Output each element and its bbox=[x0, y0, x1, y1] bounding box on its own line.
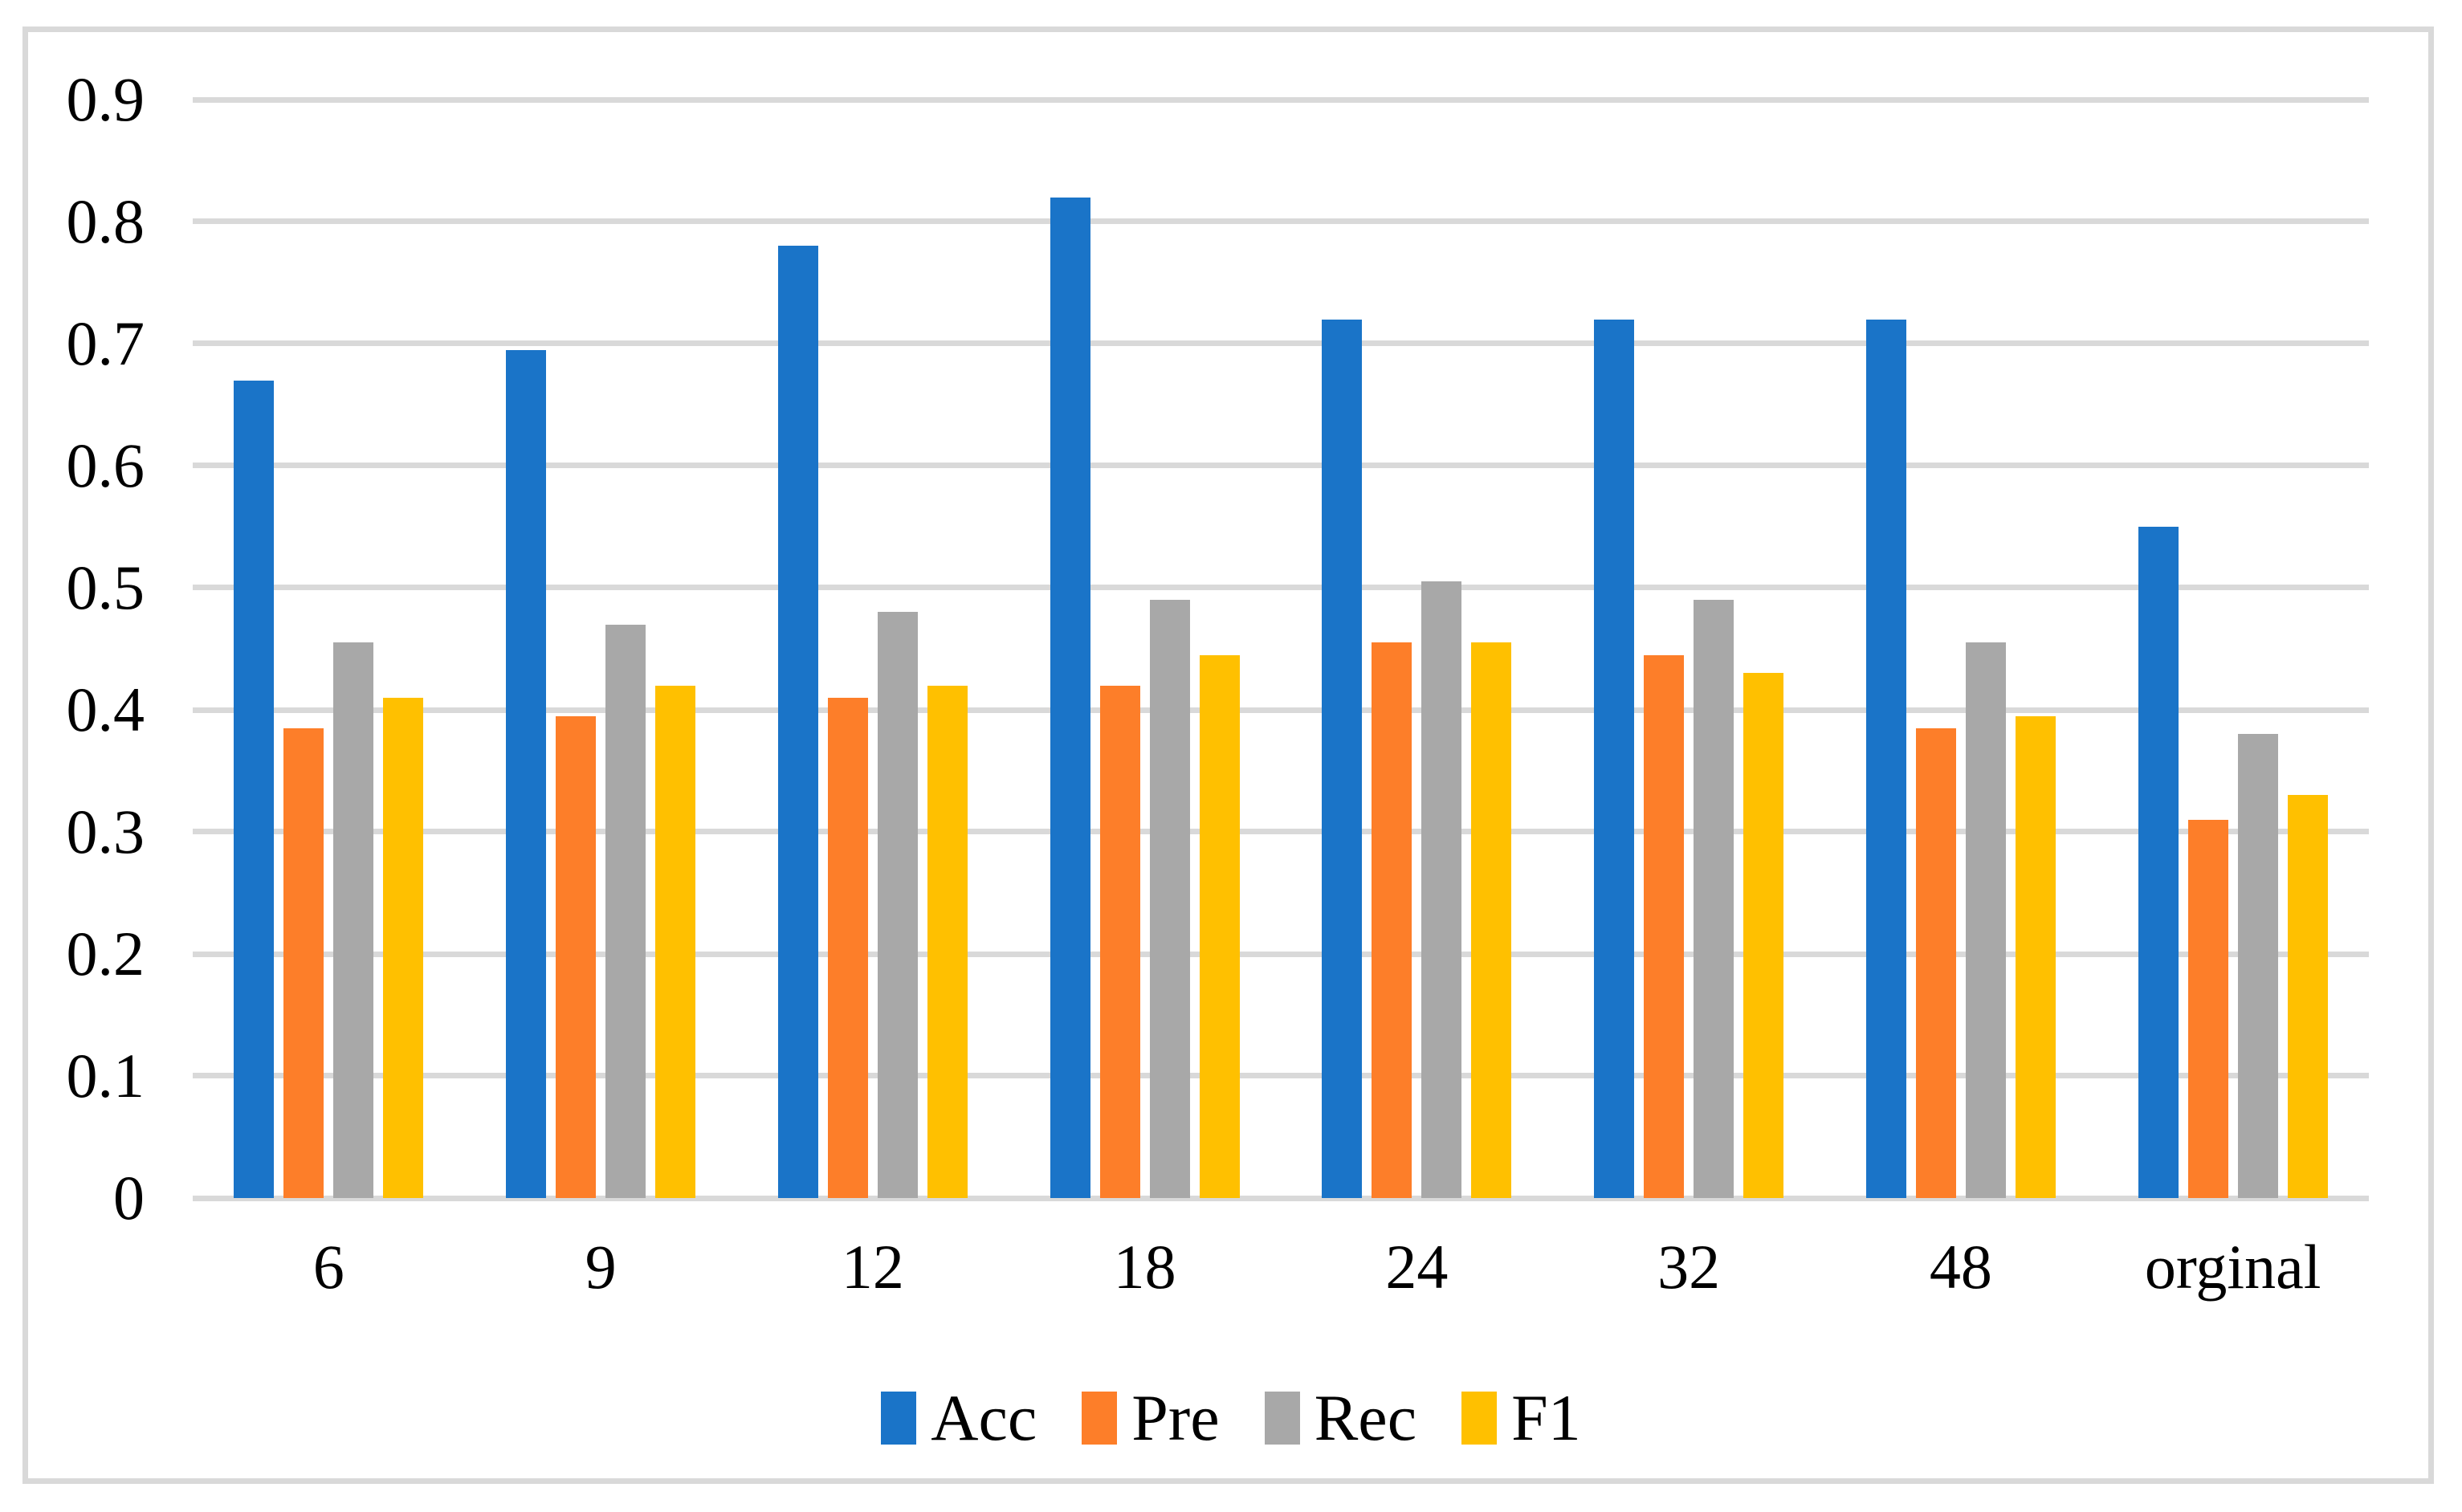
y-axis-tick-label: 0 bbox=[113, 1163, 145, 1233]
bar-group-48 bbox=[1825, 100, 2097, 1198]
y-axis-tick-label: 0.8 bbox=[66, 186, 145, 256]
bar-acc-orginal bbox=[2138, 527, 2179, 1198]
legend: Acc Pre Rec F1 bbox=[0, 1378, 2462, 1458]
gridline bbox=[193, 96, 2369, 103]
gridline bbox=[193, 340, 2369, 347]
y-axis-tick-label: 0.5 bbox=[66, 552, 145, 622]
bar-acc-18 bbox=[1050, 197, 1090, 1198]
y-axis-tick-label: 0.1 bbox=[66, 1041, 145, 1111]
bar-pre-6 bbox=[283, 727, 324, 1198]
bar-acc-12 bbox=[777, 246, 818, 1198]
legend-swatch-acc bbox=[881, 1392, 917, 1445]
bar-group-orginal bbox=[2097, 100, 2369, 1198]
bar-group-12 bbox=[737, 100, 1009, 1198]
bar-f1-12 bbox=[927, 685, 968, 1198]
legend-swatch-f1 bbox=[1461, 1392, 1498, 1445]
bar-rec-18 bbox=[1149, 600, 1190, 1198]
y-axis-tick-label: 0.9 bbox=[66, 64, 145, 134]
bar-group-6 bbox=[193, 100, 465, 1198]
bar-rec-9 bbox=[605, 624, 646, 1198]
y-axis-tick-label: 0.4 bbox=[66, 674, 145, 744]
x-axis-label-32: 32 bbox=[1657, 1232, 1721, 1302]
legend-swatch-rec bbox=[1264, 1392, 1300, 1445]
bar-rec-6 bbox=[333, 642, 374, 1198]
y-axis-tick-label: 0.6 bbox=[66, 430, 145, 500]
bar-acc-48 bbox=[1865, 319, 1906, 1198]
x-axis-label-6: 6 bbox=[312, 1232, 344, 1302]
bar-rec-32 bbox=[1694, 600, 1734, 1198]
x-axis-label-48: 48 bbox=[1929, 1232, 1992, 1302]
gridline bbox=[193, 951, 2369, 957]
gridline bbox=[193, 218, 2369, 225]
y-axis-tick-label: 0.7 bbox=[66, 308, 145, 378]
bar-group-32 bbox=[1553, 100, 1825, 1198]
x-axis-label-12: 12 bbox=[841, 1232, 904, 1302]
bar-rec-orginal bbox=[2237, 734, 2278, 1198]
x-axis-label-orginal: orginal bbox=[2144, 1232, 2321, 1302]
bar-pre-48 bbox=[1915, 727, 1956, 1198]
plot-area bbox=[193, 96, 2369, 1201]
bar-group-9 bbox=[465, 100, 737, 1198]
legend-item-f1: F1 bbox=[1461, 1378, 1581, 1458]
bar-f1-9 bbox=[655, 685, 696, 1198]
legend-label-f1: F1 bbox=[1511, 1381, 1581, 1454]
legend-item-acc: Acc bbox=[881, 1378, 1037, 1458]
bar-f1-32 bbox=[1743, 673, 1784, 1198]
legend-item-pre: Pre bbox=[1082, 1378, 1220, 1458]
legend-label-rec: Rec bbox=[1314, 1381, 1417, 1454]
bar-f1-6 bbox=[383, 697, 424, 1198]
bar-f1-18 bbox=[1199, 654, 1240, 1198]
legend-label-pre: Pre bbox=[1131, 1381, 1220, 1454]
y-axis-tick-label: 0.2 bbox=[66, 919, 145, 988]
legend-label-acc: Acc bbox=[931, 1381, 1037, 1454]
bar-rec-48 bbox=[1965, 642, 2006, 1198]
x-axis-label-18: 18 bbox=[1113, 1232, 1176, 1302]
bar-pre-orginal bbox=[2187, 819, 2228, 1198]
bar-pre-12 bbox=[827, 697, 868, 1198]
gridline bbox=[193, 463, 2369, 469]
gridline bbox=[193, 829, 2369, 835]
bar-pre-9 bbox=[556, 715, 597, 1198]
bar-groups bbox=[193, 100, 2369, 1198]
y-axis-tick-label: 0.3 bbox=[66, 797, 145, 866]
bar-f1-24 bbox=[1471, 642, 1512, 1198]
x-axis-label-24: 24 bbox=[1385, 1232, 1449, 1302]
bar-pre-18 bbox=[1099, 685, 1140, 1198]
bar-rec-24 bbox=[1421, 581, 1462, 1198]
figure-border bbox=[22, 26, 2434, 1484]
bar-group-24 bbox=[1281, 100, 1553, 1198]
bar-pre-32 bbox=[1644, 654, 1685, 1198]
bar-pre-24 bbox=[1372, 642, 1412, 1198]
x-axis-label-9: 9 bbox=[585, 1232, 617, 1302]
bar-acc-24 bbox=[1322, 319, 1363, 1198]
legend-item-rec: Rec bbox=[1264, 1378, 1417, 1458]
gridline bbox=[193, 707, 2369, 713]
bar-acc-32 bbox=[1594, 319, 1635, 1198]
gridline bbox=[193, 585, 2369, 591]
legend-swatch-pre bbox=[1082, 1392, 1118, 1445]
gridline bbox=[193, 1195, 2369, 1201]
y-axis-labels: 0.9 0.8 0.7 0.6 0.5 0.4 0.3 0.2 0.1 0 bbox=[48, 0, 145, 1512]
bar-f1-48 bbox=[2015, 715, 2056, 1198]
bar-rec-12 bbox=[877, 612, 918, 1198]
bar-f1-orginal bbox=[2287, 795, 2328, 1198]
bar-acc-6 bbox=[234, 380, 275, 1198]
gridline bbox=[193, 1073, 2369, 1079]
x-axis-labels: 6 9 12 18 24 32 48 orginal bbox=[193, 1227, 2369, 1307]
bar-group-18 bbox=[1009, 100, 1281, 1198]
bar-acc-9 bbox=[506, 349, 547, 1198]
